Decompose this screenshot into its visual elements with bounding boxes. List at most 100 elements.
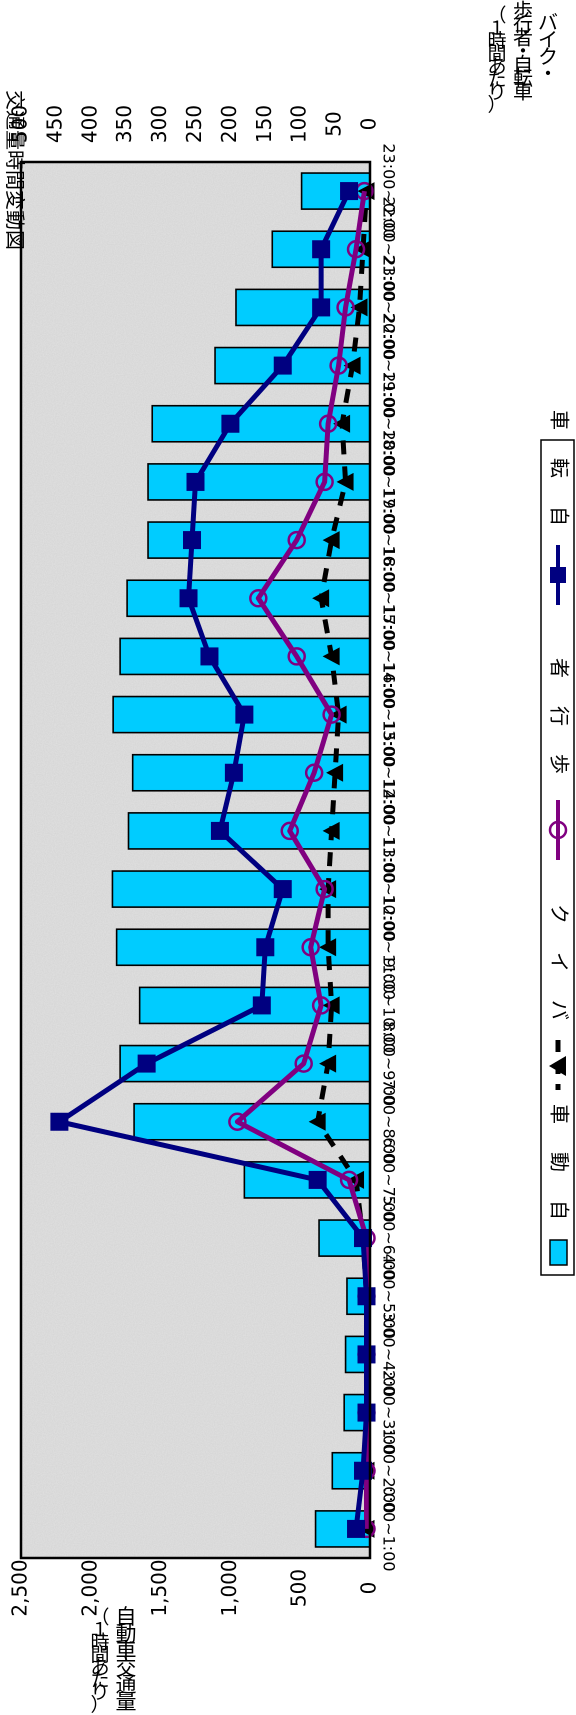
category-label: 6:00~7:00: [380, 1137, 399, 1222]
left-tick-label: 500: [287, 1569, 311, 1607]
left-axis-label-char: 動: [116, 1622, 137, 1646]
ped-point: [287, 647, 306, 666]
cyc-point: [235, 705, 254, 724]
cyc-point: [273, 880, 292, 899]
category-label: 20:00~21:00: [380, 313, 399, 419]
category-label: 19:00~20:00: [380, 371, 399, 477]
legend-car-swatch: [549, 1239, 568, 1266]
category-label: 9:00~10:00: [380, 958, 399, 1053]
left-axis-label-char: 車: [116, 1639, 137, 1663]
left-tick-label: 2,500: [8, 1559, 32, 1616]
legend-bike-label: バイク: [548, 904, 572, 1020]
bike-point: [350, 298, 368, 317]
right-axis-label-char: た: [487, 69, 506, 91]
category-label: 16:00~17:00: [380, 545, 399, 651]
left-axis-label-char: 交: [116, 1656, 137, 1680]
right-axis-label-char: 間: [487, 43, 506, 65]
right-axis-label-char: 車: [513, 80, 533, 104]
cyc-point: [183, 531, 202, 550]
right-axis-label-char: １: [487, 17, 506, 39]
category-label: 13:00~14:00: [380, 720, 399, 826]
cyc-line-path: [56, 190, 370, 1530]
cyc-point: [312, 240, 331, 259]
bicycle-series: [50, 182, 376, 1538]
right-axis-label-char: 歩: [513, 0, 533, 23]
right-tick-label: 0: [357, 118, 381, 131]
left-axis-label-char: （: [90, 1607, 109, 1629]
right-axis-label-char: 者: [513, 26, 533, 50]
cyc-point: [308, 1170, 327, 1189]
car-bar: [126, 579, 371, 618]
category-label: 15:00~16:00: [380, 604, 399, 710]
legend-ped-label: 歩行者: [548, 658, 572, 774]
right-axis-label-char: （: [487, 5, 506, 27]
right-axis-label-char: バ: [538, 11, 558, 35]
cyc-point: [354, 1229, 373, 1248]
cyc-point: [357, 1287, 376, 1306]
bike-point: [347, 1170, 365, 1189]
bike-point: [354, 240, 372, 259]
right-axis-label-char: り: [487, 81, 506, 103]
right-tick-label: 500: [8, 105, 32, 143]
category-labels: 0:00~1:001:00~2:002:00~3:003:00~4:004:00…: [380, 143, 399, 1571]
cyc-point: [200, 647, 219, 666]
ped-point: [336, 298, 355, 317]
legend-cyc-marker: [550, 567, 566, 583]
legend: 自動車 バイク 歩 行 者 自転車: [540, 410, 575, 1276]
cyc-point: [137, 1054, 156, 1073]
category-label: 11:00~12:00: [380, 836, 399, 942]
chart-title: 交通量時間変動図: [3, 90, 27, 250]
cyc-point: [252, 996, 271, 1015]
category-label: 21:00~22:00: [380, 255, 399, 361]
ped-point: [249, 589, 268, 608]
right-axis-label-char: あ: [487, 56, 506, 78]
right-axis-label-char: 自: [513, 53, 533, 77]
legend-label-char: 自: [548, 506, 572, 526]
left-axis-label-char: ）: [90, 1694, 109, 1715]
category-label: 10:00~11:00: [380, 894, 399, 1000]
bike-point: [343, 356, 361, 375]
left-axis-label-char: 間: [90, 1644, 109, 1666]
legend-label-char: 行: [548, 706, 572, 726]
category-label: 22:00~23:00: [380, 196, 399, 302]
left-axis-label-char: 量: [116, 1690, 137, 1714]
legend-label-char: 者: [548, 658, 572, 678]
category-label: 0:00~1:00: [380, 1486, 399, 1571]
right-axis-label-char: 行: [513, 12, 533, 36]
bike-point: [326, 763, 344, 782]
ped-point: [228, 1112, 247, 1131]
legend-cyc-label: 自転車: [548, 410, 572, 526]
cyc-point: [224, 763, 243, 782]
right-axis-label-char: イ: [538, 28, 558, 52]
cyc-point: [357, 1345, 376, 1364]
category-label: 14:00~15:00: [380, 662, 399, 768]
legend-label-char: 動: [548, 1152, 572, 1172]
left-axis-label-char: １: [90, 1619, 109, 1641]
plot-frame: [19, 160, 372, 1560]
category-label: 1:00~2:00: [380, 1428, 399, 1513]
bike-point: [308, 1112, 326, 1131]
right-tick-label: 200: [217, 105, 241, 143]
right-axis-label-char: 時: [487, 30, 506, 52]
right-axis-label-char: ・: [513, 39, 533, 63]
cyc-point: [256, 938, 275, 957]
ped-point: [311, 996, 331, 1015]
ped-point: [301, 938, 320, 957]
category-label: 2:00~3:00: [380, 1370, 399, 1455]
legend-label-char: ク: [548, 904, 572, 924]
legend-ped-marker: [548, 820, 568, 840]
ped-point: [287, 530, 306, 550]
legend-car-label: 自動車: [548, 1104, 572, 1220]
legend-label-char: バ: [548, 1000, 572, 1020]
legend-label-char: 歩: [548, 754, 572, 774]
bike-point: [333, 414, 351, 433]
right-tick-label: 250: [182, 105, 206, 143]
plot-texture: [21, 162, 370, 1558]
bike-point: [319, 1054, 337, 1073]
bike-point: [322, 647, 340, 666]
bike-point: [322, 821, 340, 840]
category-label: 12:00~13:00: [380, 778, 399, 884]
bike-point: [336, 472, 354, 491]
bike-line-path: [315, 190, 370, 1529]
